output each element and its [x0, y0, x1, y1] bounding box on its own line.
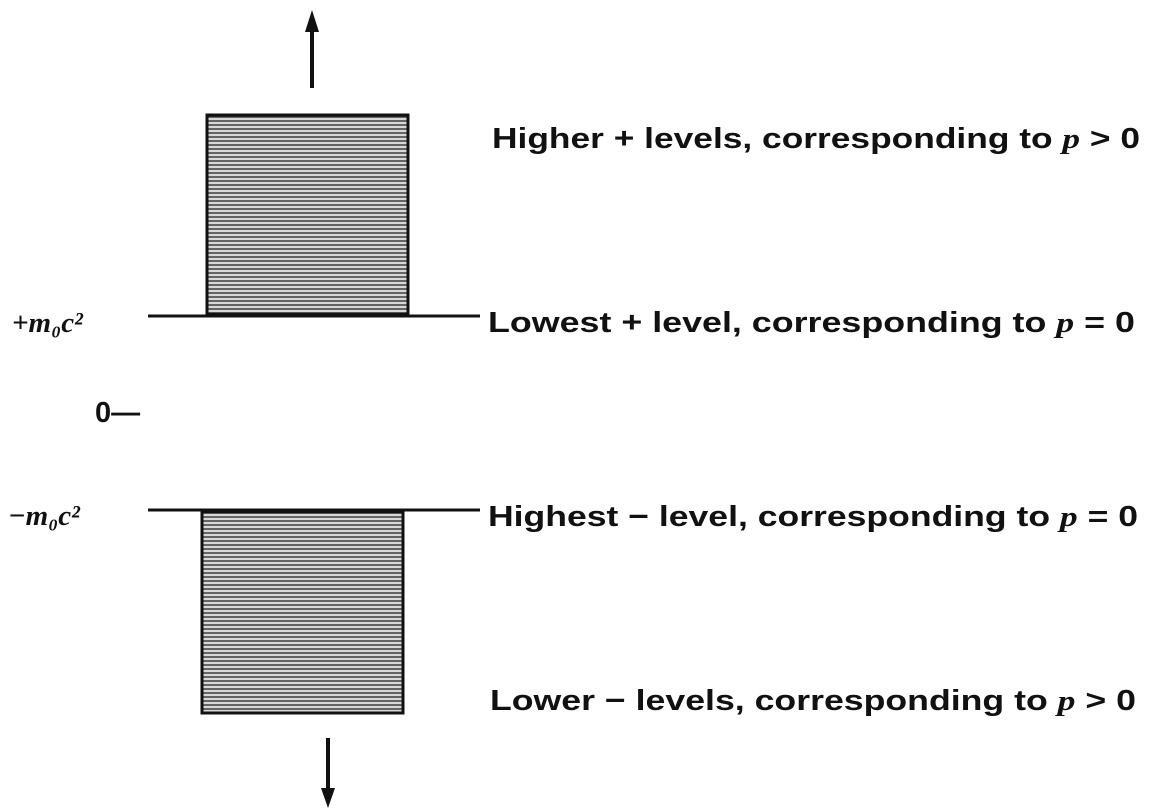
negative-band [200, 510, 405, 715]
positive-band [205, 113, 410, 316]
level-label: Higher + levels, corresponding to p > 0 [492, 123, 1140, 155]
arrow-down-head [321, 788, 335, 808]
positive-rest-energy: +m₀c² [12, 307, 84, 339]
level-label: Lowest + level, corresponding to p = 0 [488, 307, 1135, 339]
arrow-up-head [305, 10, 319, 32]
level-label: Lower − levels, corresponding to p > 0 [490, 685, 1136, 717]
level-label: Highest − level, corresponding to p = 0 [488, 501, 1138, 533]
negative-rest-energy: −m₀c² [8, 500, 81, 532]
zero-label: 0— [95, 397, 140, 429]
